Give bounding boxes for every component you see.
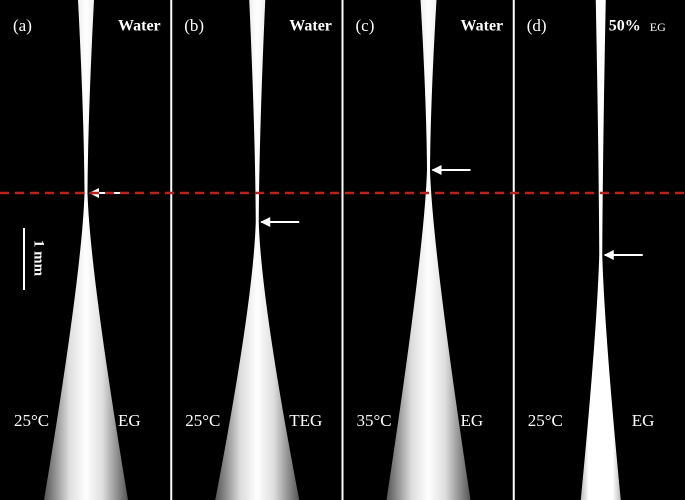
scale-bar-label: 1 mm [31,240,47,277]
jet [386,0,471,500]
temperature-label: 25°C [185,411,220,430]
arrow-head [431,165,442,175]
liquid-label: TEG [289,411,322,430]
liquid-label: EG [118,411,141,430]
top-label: Water [461,18,504,35]
temperature-label: 25°C [528,411,563,430]
jet [580,0,621,500]
top-label-suffix: EG [650,20,666,34]
panel-label: (d) [527,16,547,35]
panel-label: (c) [356,16,375,35]
temperature-label: 25°C [14,411,49,430]
liquid-label: EG [632,411,655,430]
jet [215,0,300,500]
top-label: Water [289,18,332,35]
arrow-head [260,217,271,227]
temperature-label: 35°C [357,411,392,430]
arrow-head [603,250,614,260]
panels: (a) Water 25°C EG (b) Water 25°C TEG (c) Water 35°… [13,0,666,500]
top-label: 50% [609,18,641,35]
panel: (d) 50% EG 25°C EG [512,0,666,500]
panel: (c) Water 35°C EG [341,0,504,500]
panel: (b) Water 25°C TEG [170,0,332,500]
panel-label: (a) [13,16,32,35]
panel-label: (b) [184,16,204,35]
liquid-label: EG [461,411,484,430]
top-label: Water [118,18,161,35]
jet [44,0,128,500]
